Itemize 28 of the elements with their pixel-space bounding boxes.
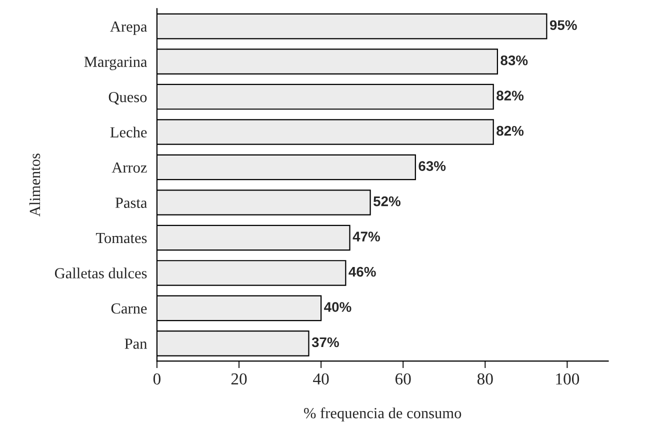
x-tick-label: 80 [477,373,493,385]
data-label: 63% [418,161,446,172]
y-tick-label: Leche [110,126,147,138]
x-axis-title: % frequencia de consumo [304,407,462,422]
y-tick-label: Queso [108,92,147,105]
data-label: 46% [348,266,376,277]
y-tick-label: Pasta [115,198,148,208]
x-tick-label: 60 [395,373,411,385]
y-tick-label: Tomates [96,233,147,244]
data-label: 52% [373,196,400,206]
x-tick-label: 40 [313,373,329,385]
data-label: 83% [500,55,528,66]
y-tick-label: Margarina [84,56,148,70]
y-tick-label: Carne [111,303,147,314]
data-label: 82% [496,126,524,136]
data-label: 40% [324,302,352,312]
data-label: 82% [496,90,524,101]
data-label: 37% [312,337,339,348]
x-tick-label: 0 [153,373,160,385]
y-axis-title: Alimentos [29,154,40,217]
y-tick-label: Galletas dulces [54,268,147,278]
y-tick-label: Arroz [112,162,147,173]
y-tick-label: Pan [124,338,148,349]
x-tick-label: 100 [556,373,580,385]
data-label: 47% [352,232,380,242]
y-tick-label: Arepa [110,22,148,35]
x-tick-label: 20 [231,373,247,385]
data-label: 95% [550,20,577,30]
